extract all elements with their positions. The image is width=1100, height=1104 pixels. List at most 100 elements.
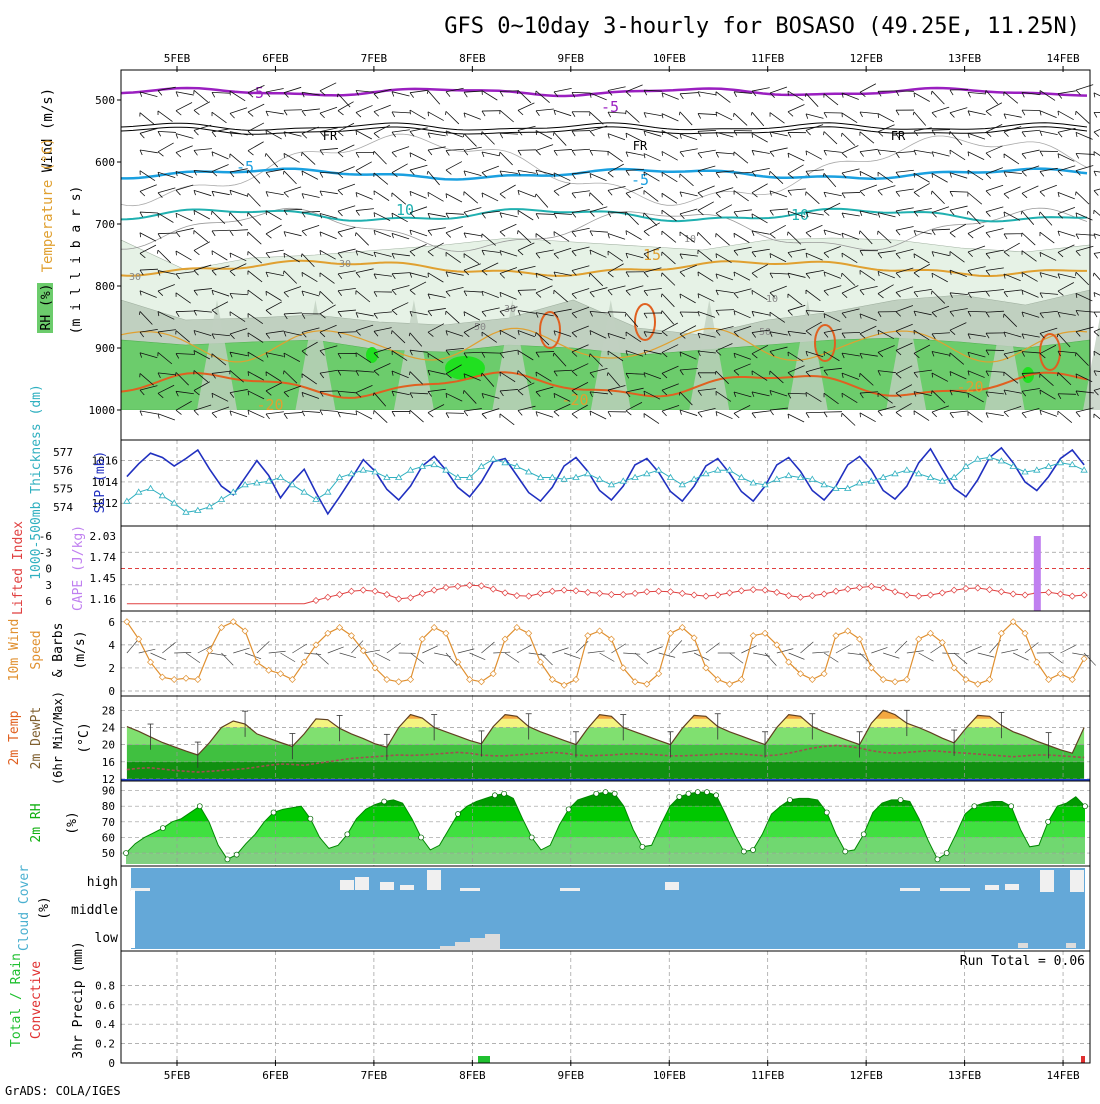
wind-barb-staff bbox=[770, 148, 788, 152]
wind-barb-flag bbox=[212, 231, 215, 236]
wind-barb-flag bbox=[410, 170, 414, 175]
li-point bbox=[916, 593, 922, 599]
wind-barb bbox=[392, 147, 409, 157]
wind-barb bbox=[572, 149, 590, 155]
wind-barb-staff bbox=[644, 223, 660, 232]
wind-barb bbox=[158, 213, 173, 222]
cloud-low-bar bbox=[485, 934, 500, 950]
cloud-cover-fill bbox=[131, 868, 1085, 949]
wind-barb-staff bbox=[878, 186, 895, 191]
wind-barb-staff bbox=[734, 113, 747, 125]
wind-barb-staff bbox=[680, 174, 693, 186]
wind-barb-flag bbox=[1021, 211, 1022, 214]
wind-barb-staff bbox=[914, 112, 926, 126]
wind-barb-staff bbox=[734, 233, 749, 242]
wind-barb bbox=[662, 151, 678, 160]
wind-barb-flag bbox=[626, 171, 629, 176]
wind-barb-staff bbox=[518, 190, 535, 196]
wind-barb-flag bbox=[1022, 132, 1025, 137]
wind-barb-staff bbox=[932, 107, 949, 112]
wind10-barb-staff bbox=[919, 653, 934, 661]
rh2m-tick-label: 70 bbox=[102, 816, 115, 829]
wind-barb-staff bbox=[176, 103, 192, 111]
wind-barb-flag bbox=[986, 153, 991, 158]
wind10-point bbox=[171, 676, 177, 682]
wind-barb-staff bbox=[392, 112, 410, 113]
wind-barb bbox=[338, 123, 354, 136]
thickness-point bbox=[301, 489, 307, 494]
li-point bbox=[1057, 591, 1063, 597]
contour-label: 50 bbox=[759, 327, 771, 338]
wind-barb bbox=[140, 92, 157, 97]
wind-barb bbox=[266, 130, 282, 139]
wind-barb bbox=[986, 229, 1004, 238]
wind-barb-staff bbox=[374, 105, 391, 112]
bottom-date-label: 5FEB bbox=[164, 1069, 191, 1082]
wind-barb bbox=[248, 232, 262, 244]
cloud-high-gap bbox=[1070, 870, 1084, 892]
wind-barb-staff bbox=[464, 192, 478, 204]
top-date-label: 12FEB bbox=[850, 52, 883, 65]
rh2m-point bbox=[502, 791, 507, 796]
thickness-point bbox=[490, 456, 496, 461]
wind-barb-flag bbox=[1040, 151, 1043, 156]
wind-barb bbox=[662, 93, 679, 100]
wind-barb-staff bbox=[1004, 154, 1019, 164]
li-point bbox=[821, 591, 827, 597]
wind-barb bbox=[176, 185, 193, 195]
wind10-barb-staff bbox=[233, 648, 249, 653]
wind-barb bbox=[1094, 93, 1100, 101]
wind-barb bbox=[230, 108, 247, 118]
t2m-band-yellow bbox=[121, 719, 1090, 728]
wind10-barb-staff bbox=[978, 653, 994, 657]
wind-barb-flag bbox=[536, 111, 539, 116]
wind-barb bbox=[1040, 185, 1057, 196]
wind10-barb-staff bbox=[269, 651, 286, 653]
wind-barb-staff bbox=[500, 171, 518, 173]
wind10-barb bbox=[883, 653, 899, 658]
wind-barb-staff bbox=[752, 184, 768, 193]
wind-barb-staff bbox=[626, 231, 642, 240]
wind-barb-flag bbox=[1058, 171, 1062, 176]
wind-barb-staff bbox=[536, 109, 554, 111]
wind-barb-staff bbox=[932, 91, 944, 104]
wind-barb-staff bbox=[716, 92, 730, 103]
wind-barb-flag bbox=[697, 232, 698, 236]
wind-barb-staff bbox=[986, 229, 1004, 233]
wind-barb bbox=[1094, 312, 1100, 317]
wind-barb-staff bbox=[356, 209, 374, 211]
wind-barb bbox=[212, 165, 229, 177]
wind-barb-flag bbox=[194, 150, 197, 155]
wind10-barb bbox=[316, 653, 329, 664]
wind-barb-staff bbox=[1004, 114, 1022, 117]
wind-barb-staff bbox=[392, 233, 409, 239]
wind10-barb bbox=[517, 645, 532, 653]
wind-barb bbox=[608, 164, 624, 177]
wind10-barb bbox=[670, 640, 681, 653]
rh2m-point bbox=[612, 791, 617, 796]
wind-barb bbox=[176, 213, 192, 221]
wind-barb-staff bbox=[284, 171, 297, 184]
wind-barb bbox=[572, 209, 590, 217]
rh2m-tick-label: 60 bbox=[102, 831, 115, 844]
wind-barb bbox=[680, 93, 698, 99]
wind-barb-staff bbox=[1076, 192, 1089, 204]
wind-barb-staff bbox=[212, 230, 230, 231]
li-point bbox=[526, 593, 532, 599]
contour-label: -20 bbox=[956, 378, 983, 396]
wind-barb bbox=[1076, 192, 1089, 204]
ylabel-li: Lifted Index bbox=[11, 521, 26, 615]
wind-barb-staff bbox=[518, 103, 534, 110]
wind-barb-staff bbox=[266, 192, 284, 195]
wind-barb-staff bbox=[1094, 186, 1100, 191]
wind-barb-staff bbox=[842, 146, 858, 154]
cloud-high-gap bbox=[665, 882, 679, 890]
wind-barb-flag bbox=[428, 133, 430, 138]
wind10-barb bbox=[127, 640, 138, 653]
wind-barb-flag bbox=[1058, 111, 1059, 115]
wind-barb bbox=[500, 224, 516, 236]
wind-barb-staff bbox=[410, 230, 427, 236]
wind-barb-flag bbox=[302, 134, 307, 139]
ylabel-minmax: (6hr Min/Max) bbox=[51, 691, 65, 785]
wind-barb-staff bbox=[212, 92, 230, 93]
